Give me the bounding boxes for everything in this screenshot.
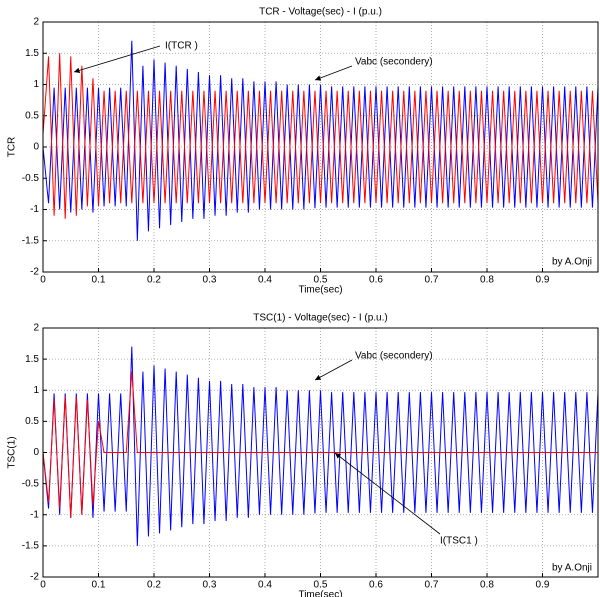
chart-title: TCR - Voltage(sec) - I (p.u.) — [259, 7, 382, 18]
y-tick-label: -1.5 — [22, 541, 40, 552]
x-tick-label: 0.6 — [369, 580, 383, 591]
y-tick-label: 0.5 — [25, 416, 39, 427]
y-tick-label: -1 — [30, 204, 39, 215]
y-tick-label: 0 — [33, 447, 39, 458]
annotation: by A.Onji — [552, 563, 592, 574]
annotation: I(TCR ) — [165, 41, 198, 52]
annotation-arrow — [334, 452, 441, 535]
x-tick-label: 0.5 — [314, 580, 328, 591]
x-tick-label: 0.8 — [480, 580, 494, 591]
y-tick-label: 1.5 — [25, 48, 39, 59]
x-tick-label: 0.1 — [92, 275, 106, 286]
y-tick-label: -2 — [30, 572, 39, 583]
y-tick-label: -1.5 — [22, 235, 40, 246]
y-axis-label: TSC(1) — [7, 436, 18, 468]
y-tick-label: -1 — [30, 509, 39, 520]
x-tick-label: 0.6 — [369, 275, 383, 286]
y-tick-label: -0.5 — [22, 478, 40, 489]
x-tick-label: 0.5 — [314, 275, 328, 286]
series-line — [42, 40, 599, 241]
x-tick-label: 0.9 — [536, 580, 550, 591]
x-tick-label: 0.1 — [92, 580, 106, 591]
x-tick-label: 0.8 — [480, 275, 494, 286]
y-axis-label: TCR — [7, 137, 18, 158]
axes-box — [42, 21, 599, 273]
x-axis-label: Time(sec) — [298, 285, 342, 296]
y-tick-label: -2 — [30, 267, 39, 278]
annotation: Vabc (secondery) — [355, 351, 433, 362]
annotation: by A.Onji — [552, 257, 592, 268]
y-tick-label: 1 — [33, 385, 39, 396]
x-tick-label: 0.2 — [147, 580, 161, 591]
x-tick-label: 0.4 — [258, 580, 272, 591]
axes-box — [42, 327, 599, 578]
x-tick-label: 0.3 — [203, 275, 217, 286]
x-tick-label: 0.2 — [147, 275, 161, 286]
annotation-arrow — [314, 359, 353, 381]
annotation: I(TSC1 ) — [440, 536, 478, 547]
annotation: Vabc (secondery) — [355, 57, 433, 68]
x-tick-label: 0.7 — [425, 580, 439, 591]
x-tick-label: 0 — [40, 580, 46, 591]
annotation-arrow — [314, 65, 353, 81]
x-tick-label: 0.7 — [425, 275, 439, 286]
series-line — [42, 346, 599, 546]
series-line — [42, 53, 599, 219]
chart-title: TSC(1) - Voltage(sec) - I (p.u.) — [253, 313, 387, 324]
x-axis-label: Time(sec) — [298, 590, 342, 597]
annotation-arrow — [73, 45, 161, 74]
x-tick-label: 0 — [40, 275, 46, 286]
y-tick-label: -0.5 — [22, 173, 40, 184]
y-tick-label: 1 — [33, 79, 39, 90]
y-tick-label: 1.5 — [25, 354, 39, 365]
y-tick-label: 2 — [33, 323, 39, 334]
y-tick-label: 0 — [33, 142, 39, 153]
x-tick-label: 0.9 — [536, 275, 550, 286]
y-tick-label: 0.5 — [25, 110, 39, 121]
x-tick-label: 0.3 — [203, 580, 217, 591]
series-line — [42, 371, 598, 518]
x-tick-label: 0.4 — [258, 275, 272, 286]
y-tick-label: 2 — [33, 17, 39, 28]
